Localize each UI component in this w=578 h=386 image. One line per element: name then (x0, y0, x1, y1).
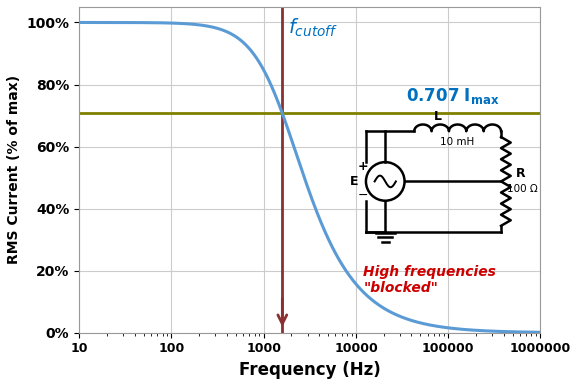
Text: $f_{cutoff}$: $f_{cutoff}$ (288, 16, 338, 39)
Text: 10 mH: 10 mH (440, 137, 475, 147)
Text: L: L (434, 110, 442, 123)
Text: $\mathbf{0.707\ I_{max}}$: $\mathbf{0.707\ I_{max}}$ (406, 86, 500, 106)
Y-axis label: RMS Current (% of max): RMS Current (% of max) (7, 75, 21, 264)
X-axis label: Frequency (Hz): Frequency (Hz) (239, 361, 381, 379)
Text: +: + (358, 161, 368, 173)
Text: 100 Ω: 100 Ω (507, 184, 538, 194)
Text: High frequencies
"blocked": High frequencies "blocked" (363, 264, 496, 295)
Text: R: R (516, 167, 525, 180)
Text: E: E (350, 175, 358, 188)
Text: −: − (358, 190, 368, 202)
